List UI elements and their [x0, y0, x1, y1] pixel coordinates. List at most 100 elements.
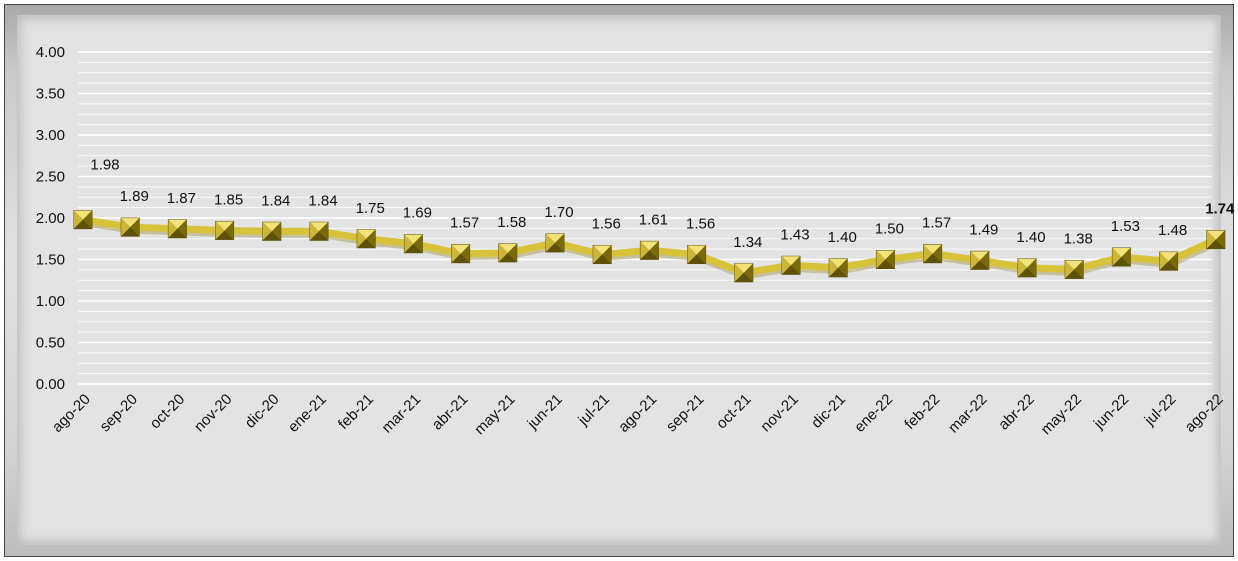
- y-axis: 0.00 0.50 1.00 1.50 2.00 2.50 3.00 3.50 4.00: [36, 44, 65, 393]
- marker-bevel-left: [357, 229, 367, 248]
- data-label: 1.57: [450, 215, 479, 232]
- marker-bevel-bottom: [357, 238, 376, 248]
- series-markers: [73, 210, 1226, 283]
- marker-bevel-bottom: [734, 272, 753, 282]
- data-point: [875, 250, 895, 269]
- x-tick-label: jul-21: [574, 391, 613, 430]
- marker-bevel-bottom: [593, 254, 612, 264]
- marker-bevel-left: [970, 251, 980, 270]
- marker-bevel-bottom: [1159, 261, 1178, 271]
- marker-bevel-top: [546, 233, 564, 243]
- marker-bevel-right: [1074, 260, 1084, 279]
- data-point: [498, 243, 518, 263]
- marker-bevel-bottom: [121, 227, 140, 237]
- x-tick-label: feb-22: [901, 391, 943, 433]
- marker-bevel-left: [1018, 258, 1027, 277]
- marker-bevel-top: [498, 243, 517, 253]
- data-point: [687, 245, 707, 265]
- marker-bevel-top: [1159, 252, 1178, 262]
- marker-bevel-right: [1168, 252, 1178, 271]
- data-point: [120, 217, 140, 237]
- marker-bevel-right: [271, 222, 281, 241]
- data-point: [309, 221, 329, 241]
- marker-bevel-right: [602, 245, 612, 264]
- marker-bevel-left: [546, 233, 555, 252]
- marker-bevel-left: [168, 219, 178, 238]
- marker-bevel-left: [640, 241, 650, 260]
- marker-bevel-right: [649, 241, 659, 260]
- data-label: 1.34: [733, 234, 762, 251]
- data-point: [1017, 258, 1037, 278]
- x-tick-label: sep-21: [663, 391, 707, 435]
- x-tick-label: jun-22: [1090, 391, 1132, 433]
- marker-bevel-top: [687, 245, 706, 255]
- data-point: [262, 221, 282, 241]
- data-point: [781, 255, 801, 275]
- marker-bevel-top: [1206, 230, 1225, 240]
- x-tick-label: sep-20: [97, 391, 141, 435]
- marker-bevel-right: [177, 219, 187, 238]
- marker-bevel-right: [319, 222, 328, 241]
- marker-bevel-bottom: [970, 260, 989, 270]
- data-labels: 1.981.89 1.87 1.85 1.84 1.84 1.75 1.69 1.57 1.58…: [90, 157, 1235, 251]
- data-label: 1.89: [120, 188, 149, 205]
- marker-bevel-top: [1018, 258, 1036, 268]
- data-label: 1.56: [592, 216, 621, 233]
- x-tick-label: ene-21: [285, 391, 330, 436]
- data-point: [734, 263, 754, 283]
- marker-bevel-bottom: [782, 265, 800, 275]
- marker-bevel-top: [640, 241, 659, 251]
- marker-bevel-left: [687, 245, 697, 264]
- x-tick-label: ene-22: [851, 391, 896, 436]
- data-point: [639, 240, 659, 260]
- marker-bevel-bottom: [262, 231, 281, 241]
- x-tick-label: jun-21: [524, 391, 566, 433]
- data-point: [451, 244, 471, 264]
- marker-bevel-bottom: [168, 228, 187, 238]
- data-point: [1206, 230, 1226, 250]
- data-point: [73, 210, 93, 230]
- marker-bevel-right: [885, 250, 895, 269]
- data-point: [592, 245, 612, 265]
- data-point: [970, 250, 990, 270]
- marker-bevel-bottom: [687, 254, 706, 264]
- data-point: [545, 233, 565, 253]
- data-label: 1.49: [969, 221, 998, 238]
- data-label: 1.74: [1205, 201, 1235, 218]
- marker-bevel-right: [838, 258, 848, 277]
- marker-bevel-right: [83, 210, 92, 229]
- x-tick-label: feb-21: [335, 391, 377, 433]
- marker-bevel-top: [734, 263, 753, 273]
- y-tick-label: 2.00: [36, 210, 65, 227]
- data-label: 1.40: [1016, 229, 1045, 246]
- x-tick-label: may-21: [471, 391, 518, 438]
- marker-bevel-top: [121, 218, 140, 228]
- data-point: [828, 258, 848, 278]
- marker-bevel-top: [357, 229, 376, 239]
- x-tick-label: jul-22: [1141, 391, 1180, 430]
- gridlines: [78, 51, 1212, 385]
- data-label: 1.75: [356, 200, 385, 217]
- marker-bevel-right: [979, 251, 989, 270]
- marker-bevel-right: [224, 221, 234, 240]
- x-tick-label: dic-20: [242, 391, 283, 432]
- marker-bevel-left: [310, 222, 319, 241]
- marker-bevel-bottom: [1206, 239, 1225, 249]
- x-tick-label: ago-22: [1182, 391, 1227, 436]
- marker-bevel-top: [215, 221, 234, 231]
- x-tick-label: mar-21: [379, 391, 425, 437]
- data-label: 1.58: [497, 214, 526, 231]
- data-label: 1.43: [780, 226, 809, 243]
- x-tick-label: nov-20: [191, 391, 235, 435]
- x-tick-label: mar-22: [945, 391, 991, 437]
- marker-bevel-left: [593, 245, 603, 264]
- marker-bevel-bottom: [546, 242, 564, 252]
- data-label: 1.56: [686, 216, 715, 233]
- marker-bevel-top: [451, 244, 470, 254]
- marker-bevel-right: [413, 234, 423, 253]
- marker-bevel-right: [130, 218, 140, 237]
- y-tick-label: 0.00: [36, 376, 65, 393]
- marker-bevel-top: [74, 210, 92, 220]
- data-label: 1.85: [214, 191, 243, 208]
